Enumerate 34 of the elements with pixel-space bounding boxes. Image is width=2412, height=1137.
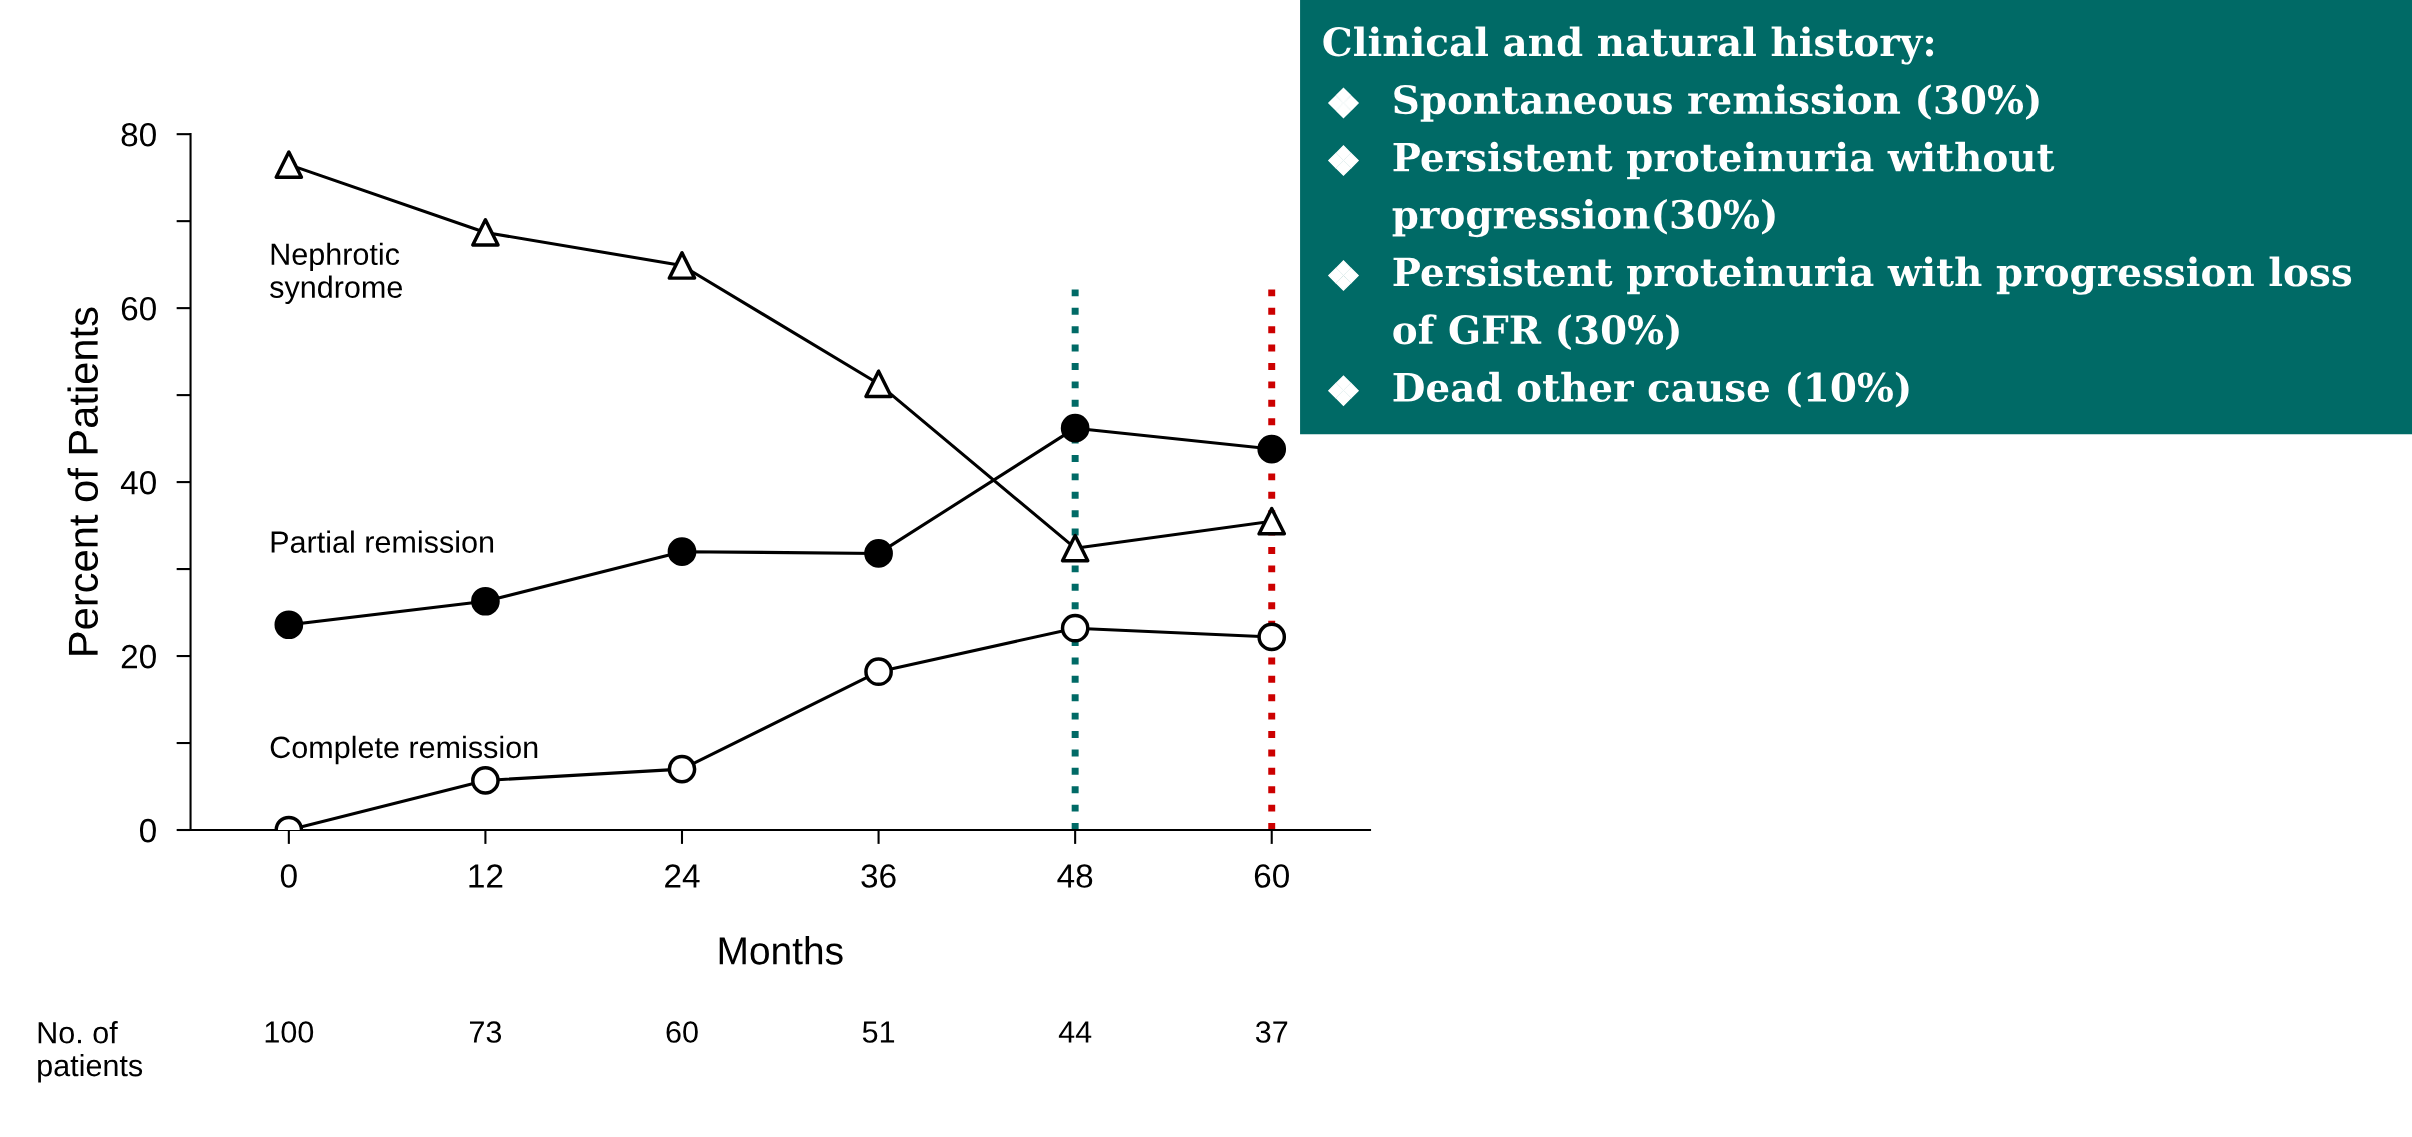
x-tick-label: 24 [665, 864, 700, 888]
text: 73 [469, 1021, 502, 1043]
point [667, 251, 697, 280]
text: Persistent proteinuria without progression(30%) [1392, 141, 2055, 238]
x-tick-label: 12 [469, 864, 503, 888]
x-tick-label: 36 [861, 864, 896, 888]
y-axis-title: Percent of Patients [67, 307, 99, 655]
x-tick-label: 0 [280, 864, 297, 888]
text: 100 [265, 1021, 314, 1043]
series-label: Complete remission [270, 735, 538, 765]
y-tick-label: 20 [121, 644, 156, 669]
text: 37 [1255, 1021, 1288, 1043]
point [274, 150, 304, 179]
text: 44 [1058, 1021, 1092, 1043]
text: 60 [666, 1021, 698, 1043]
y-tick-label: 40 [120, 470, 156, 495]
x-tick-label: 60 [1254, 864, 1289, 888]
point [864, 369, 893, 399]
x-axis-title: Months [719, 936, 843, 965]
text: No. of patients [38, 1021, 143, 1083]
point [471, 218, 500, 247]
point [1257, 506, 1287, 536]
series-label: Nephrotic syndrome [270, 242, 402, 305]
x-tick-label: 48 [1057, 864, 1093, 888]
text: Persistent proteinuria with progression loss of GFR (30%) [1393, 256, 2352, 350]
point [1060, 533, 1090, 563]
text: 51 [862, 1021, 895, 1043]
series-label: Partial remission [271, 530, 494, 553]
y-tick-label: 0 [139, 818, 156, 843]
text: Dead other cause (10%) [1393, 371, 1909, 408]
y-tick-label: 80 [121, 122, 156, 147]
y-tick-label: 60 [121, 296, 156, 321]
text: Spontaneous remission (30%) [1394, 84, 2039, 122]
text: Clinical and natural history: [1323, 26, 1934, 65]
